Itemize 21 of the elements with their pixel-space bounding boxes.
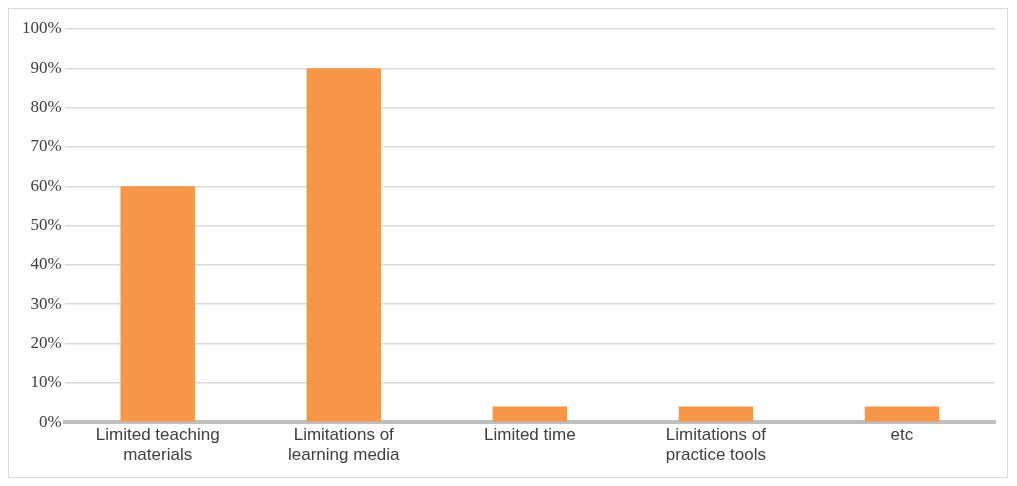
bar — [678, 406, 754, 422]
bar — [864, 406, 940, 422]
x-tick-label: Limitations of practice tools — [665, 425, 767, 465]
y-tick-label: 100% — [21, 18, 62, 38]
x-tick-label: Limitations of learning media — [288, 425, 401, 465]
y-tick-label: 40% — [30, 254, 62, 274]
y-tick-label: 80% — [30, 97, 62, 117]
x-tick-label: Limited teaching materials — [95, 425, 220, 465]
x-tick-label: etc — [890, 425, 914, 445]
y-tick-label: 90% — [30, 57, 62, 77]
y-tick-label: 50% — [30, 215, 62, 235]
bar — [120, 186, 195, 422]
y-tick-label: 10% — [30, 372, 62, 392]
y-tick-label: 20% — [30, 333, 62, 353]
y-tick-label: 60% — [30, 175, 62, 195]
y-tick-label: 0% — [38, 411, 62, 431]
bar — [306, 68, 381, 422]
x-tick-label: Limited time — [484, 425, 576, 445]
y-tick-label: 30% — [30, 293, 62, 313]
y-tick-label: 70% — [30, 136, 62, 156]
bar — [492, 406, 568, 422]
